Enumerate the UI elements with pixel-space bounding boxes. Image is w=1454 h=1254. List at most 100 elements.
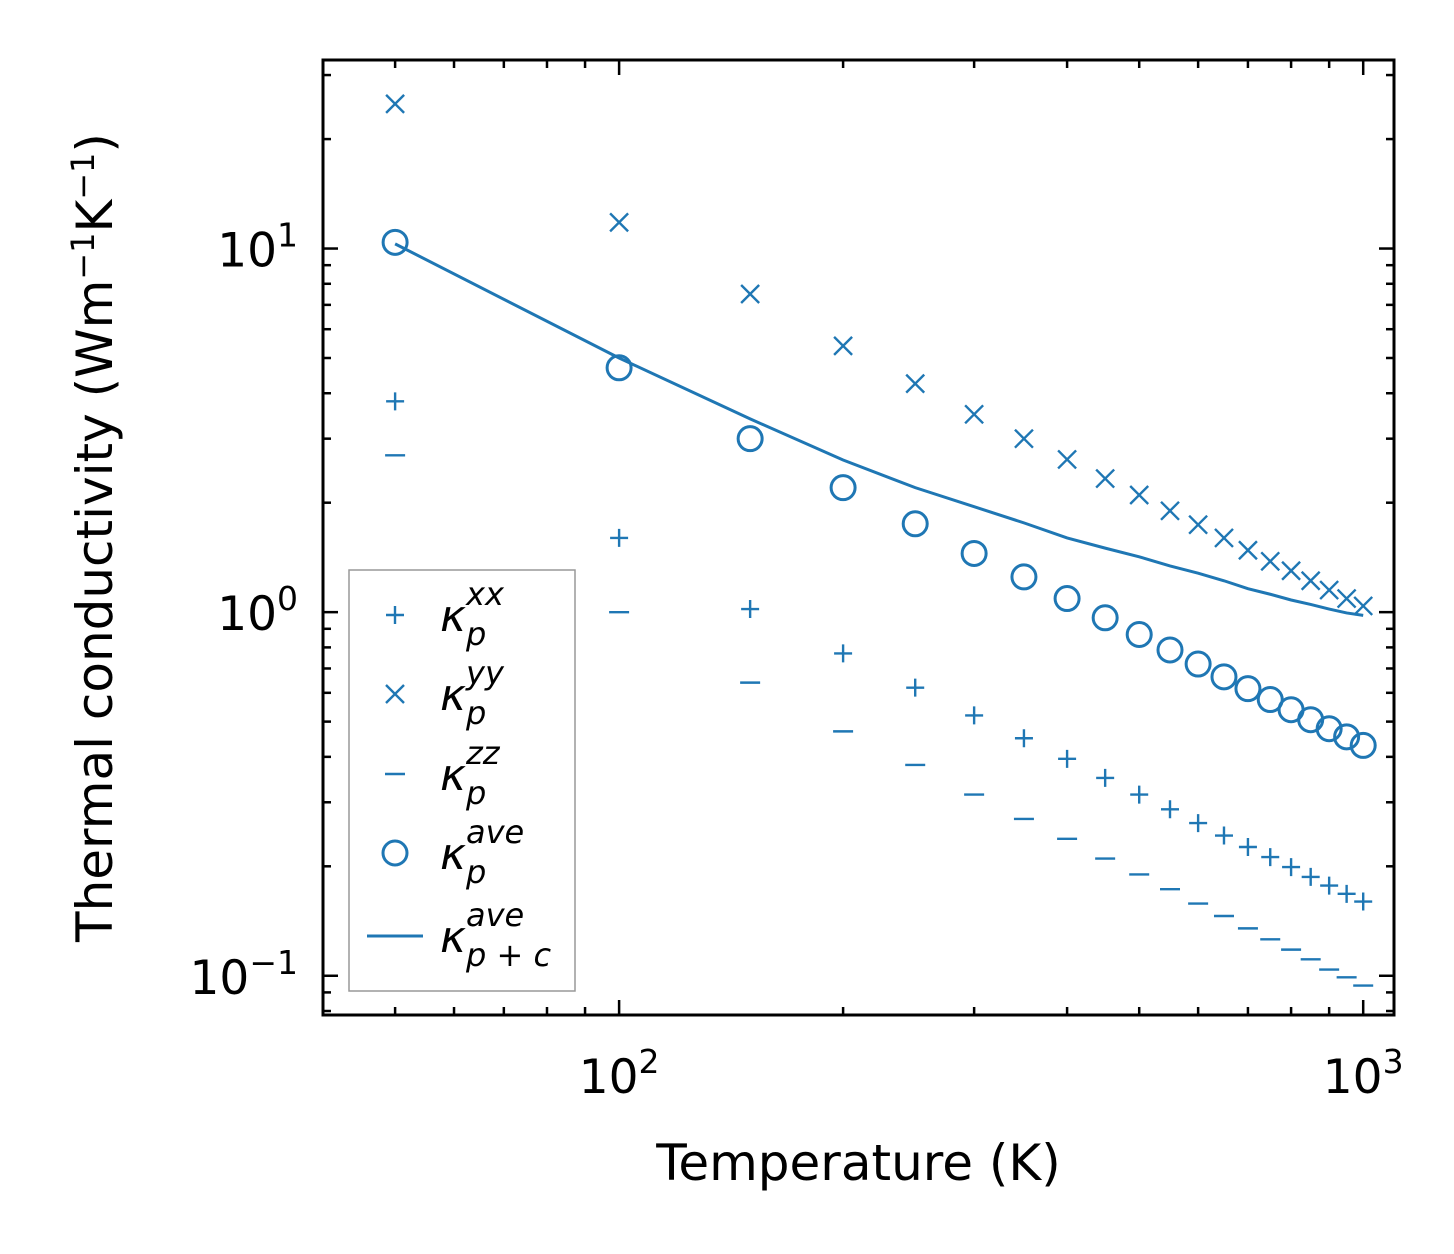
point-kappa_p_xx (1014, 729, 1033, 748)
y-tick-label-base: 10 (217, 587, 277, 642)
point-kappa_p_yy (740, 284, 760, 304)
y-tick-label-exp: 0 (277, 579, 298, 618)
legend-label-kappa_p_ave: κave p (440, 813, 524, 891)
y-axis-title: Thermal conductivity (Wm−1K−1) (64, 133, 124, 943)
point-kappa_p_yy (1319, 580, 1339, 600)
point-kappa_p_ave (901, 510, 929, 538)
point-kappa_p_ave (1156, 636, 1184, 664)
x-tick-label-exp: 2 (639, 1042, 660, 1081)
point-kappa_p_xx (1354, 892, 1373, 911)
point-kappa_p_xx (1189, 814, 1208, 833)
x-tick-label-base: 10 (1323, 1050, 1383, 1105)
legend-symbol: κ (440, 829, 466, 880)
legend-superscript: ave (466, 896, 524, 934)
y-tick-label-exp: 1 (277, 216, 298, 255)
series-kappa_p_zz (385, 454, 1374, 987)
point-kappa_p_xx (1320, 876, 1339, 895)
point-kappa_p_yy (609, 212, 629, 233)
point-kappa_p_ave (1053, 585, 1081, 613)
point-kappa_p_yy (1160, 500, 1180, 521)
y-tick-label: 101 (217, 216, 298, 279)
major-ticks (323, 60, 1394, 1015)
legend-marker-kappa_p_ave (381, 839, 409, 867)
point-kappa_p_yy (1057, 449, 1077, 470)
point-kappa_p_ave (1315, 715, 1343, 743)
y-tick-label-base: 10 (217, 224, 277, 279)
point-kappa_p_yy (1260, 551, 1281, 572)
legend-superscript: xx (465, 575, 505, 613)
y-axis-title-exp1: −1 (64, 233, 102, 280)
series-kappa_p_yy (385, 93, 1374, 616)
legend-superscript: yy (465, 654, 505, 692)
y-axis-title-end: ) (66, 133, 124, 153)
series-kappa_p_xx (386, 392, 1373, 911)
point-kappa_p_xx (834, 644, 853, 663)
legend-subscript: p (465, 853, 486, 891)
point-kappa_p_xx (1214, 826, 1233, 845)
legend-symbol: κ (440, 670, 466, 721)
point-kappa_p_ave (1125, 621, 1153, 649)
point-kappa_p_ave (829, 474, 857, 502)
x-tick-label: 102 (579, 1042, 660, 1105)
point-kappa_p_xx (965, 706, 984, 725)
point-kappa_p_ave (1333, 723, 1361, 751)
point-kappa_p_xx (906, 678, 925, 697)
point-kappa_p_ave (1010, 563, 1038, 591)
legend-label-kappa_p_zz: κzz p (440, 734, 501, 812)
y-tick-label-exp: −1 (249, 943, 298, 982)
point-kappa_p_yy (964, 404, 984, 425)
point-kappa_p_yy (833, 335, 853, 356)
point-kappa_p_ave (1210, 663, 1238, 691)
legend-marker-kappa_p_yy (385, 684, 405, 704)
point-kappa_p_xx (1238, 838, 1257, 857)
legend-subscript: p (465, 774, 486, 812)
y-axis-title-exp2: −1 (64, 153, 102, 200)
series-kappa_p_c_ave (394, 242, 1364, 617)
point-kappa_p_xx (1301, 867, 1320, 886)
point-kappa_p_yy (1129, 485, 1150, 505)
legend-label-kappa_p_c_ave: κave p + c (440, 896, 551, 974)
legend-marker-kappa_p_xx (386, 606, 404, 624)
y-tick-label: 10−1 (190, 943, 298, 1006)
point-kappa_p_yy (1300, 570, 1321, 591)
x-axis-title: Temperature (K) (655, 1134, 1060, 1192)
point-kappa_p_yy (1214, 528, 1234, 548)
point-kappa_p_yy (1238, 540, 1258, 561)
point-kappa_p_ave (1184, 650, 1212, 678)
point-kappa_p_xx (610, 528, 629, 547)
legend-subscript: p (465, 615, 486, 653)
point-kappa_p_ave (381, 228, 409, 256)
x-tick-label: 103 (1323, 1042, 1404, 1105)
series-line-kappa_p_c_ave (394, 242, 1364, 617)
point-kappa_p_xx (1096, 768, 1115, 787)
point-kappa_p_xx (1261, 848, 1280, 867)
point-kappa_p_yy (1353, 596, 1374, 616)
point-kappa_p_xx (1161, 800, 1180, 819)
point-kappa_p_yy (1336, 588, 1357, 609)
point-kappa_p_ave (1091, 604, 1119, 632)
point-kappa_p_ave (605, 354, 633, 382)
legend-symbol: κ (440, 750, 466, 801)
point-kappa_p_yy (1188, 514, 1208, 535)
y-axis-title-mid: K (66, 199, 124, 233)
point-kappa_p_xx (1130, 785, 1149, 804)
point-kappa_p_xx (1058, 749, 1077, 768)
x-tick-label-base: 10 (579, 1050, 639, 1105)
y-tick-label: 100 (217, 579, 298, 642)
point-kappa_p_yy (385, 93, 405, 114)
legend-superscript: ave (466, 813, 524, 851)
point-kappa_p_ave (1256, 686, 1284, 714)
legend-symbol: κ (440, 591, 466, 642)
point-kappa_p_ave (736, 425, 764, 453)
plot-area (381, 93, 1377, 987)
point-kappa_p_ave (1349, 731, 1377, 759)
point-kappa_p_yy (905, 373, 926, 394)
point-kappa_p_yy (1281, 560, 1301, 581)
plot-frame (321, 58, 1396, 1017)
legend-symbol: κ (440, 912, 466, 963)
legend-superscript: zz (465, 734, 501, 772)
point-kappa_p_yy (1095, 468, 1116, 489)
